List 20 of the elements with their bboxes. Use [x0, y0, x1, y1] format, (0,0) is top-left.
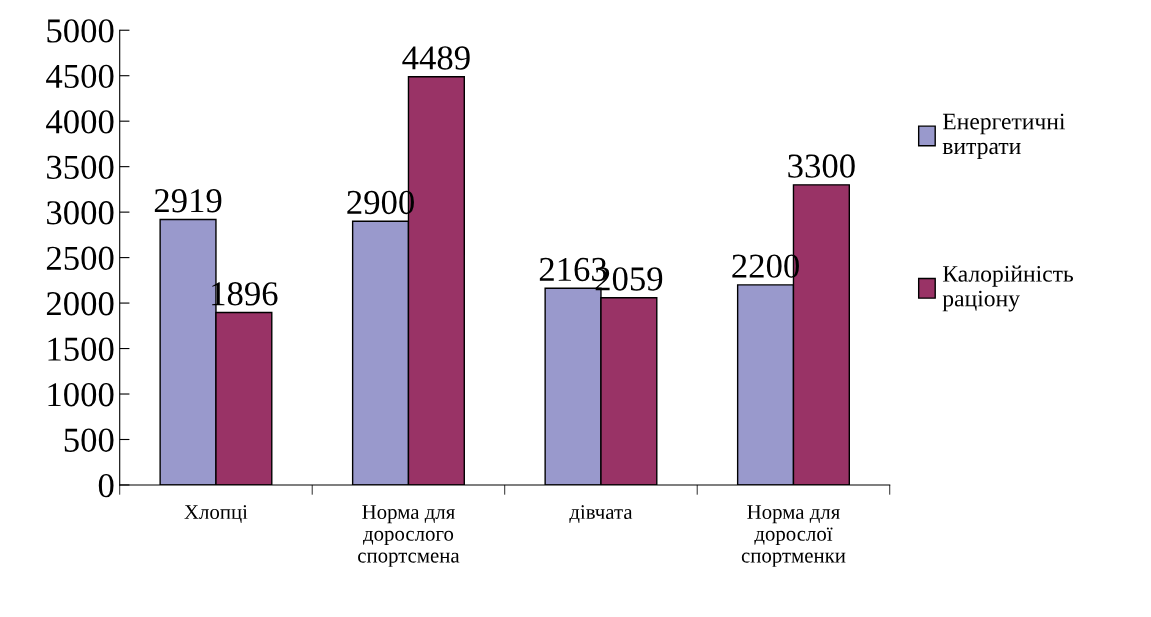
- x-tick-label: Норма для дорослого спортсмена: [358, 505, 460, 567]
- x-tick-label: дівчата: [569, 505, 633, 523]
- data-label: 3300: [788, 154, 855, 178]
- data-label: 4489: [402, 46, 470, 70]
- y-tick-label: 3000: [47, 201, 114, 225]
- y-tick-label: 4500: [46, 64, 114, 89]
- legend-label: Калорійність раціону: [942, 265, 1074, 312]
- y-tick-label: 1500: [48, 337, 114, 361]
- x-tick-label: Хлопці: [184, 505, 248, 523]
- y-tick-label: 500: [64, 428, 114, 452]
- y-tick-label: 5000: [47, 19, 114, 43]
- y-tick-label: 0: [98, 473, 114, 498]
- y-tick-label: 2000: [46, 292, 114, 316]
- legend-label: Енергетичні витрати: [942, 113, 1066, 159]
- y-tick-label: 3500: [47, 155, 114, 180]
- y-tick-label: 2500: [46, 246, 114, 270]
- y-tick-label: 4000: [46, 110, 114, 134]
- data-label: 2919: [154, 189, 222, 213]
- y-tick-label: 1000: [48, 382, 114, 407]
- x-tick-label: Норма для дорослої спортменки: [741, 505, 846, 567]
